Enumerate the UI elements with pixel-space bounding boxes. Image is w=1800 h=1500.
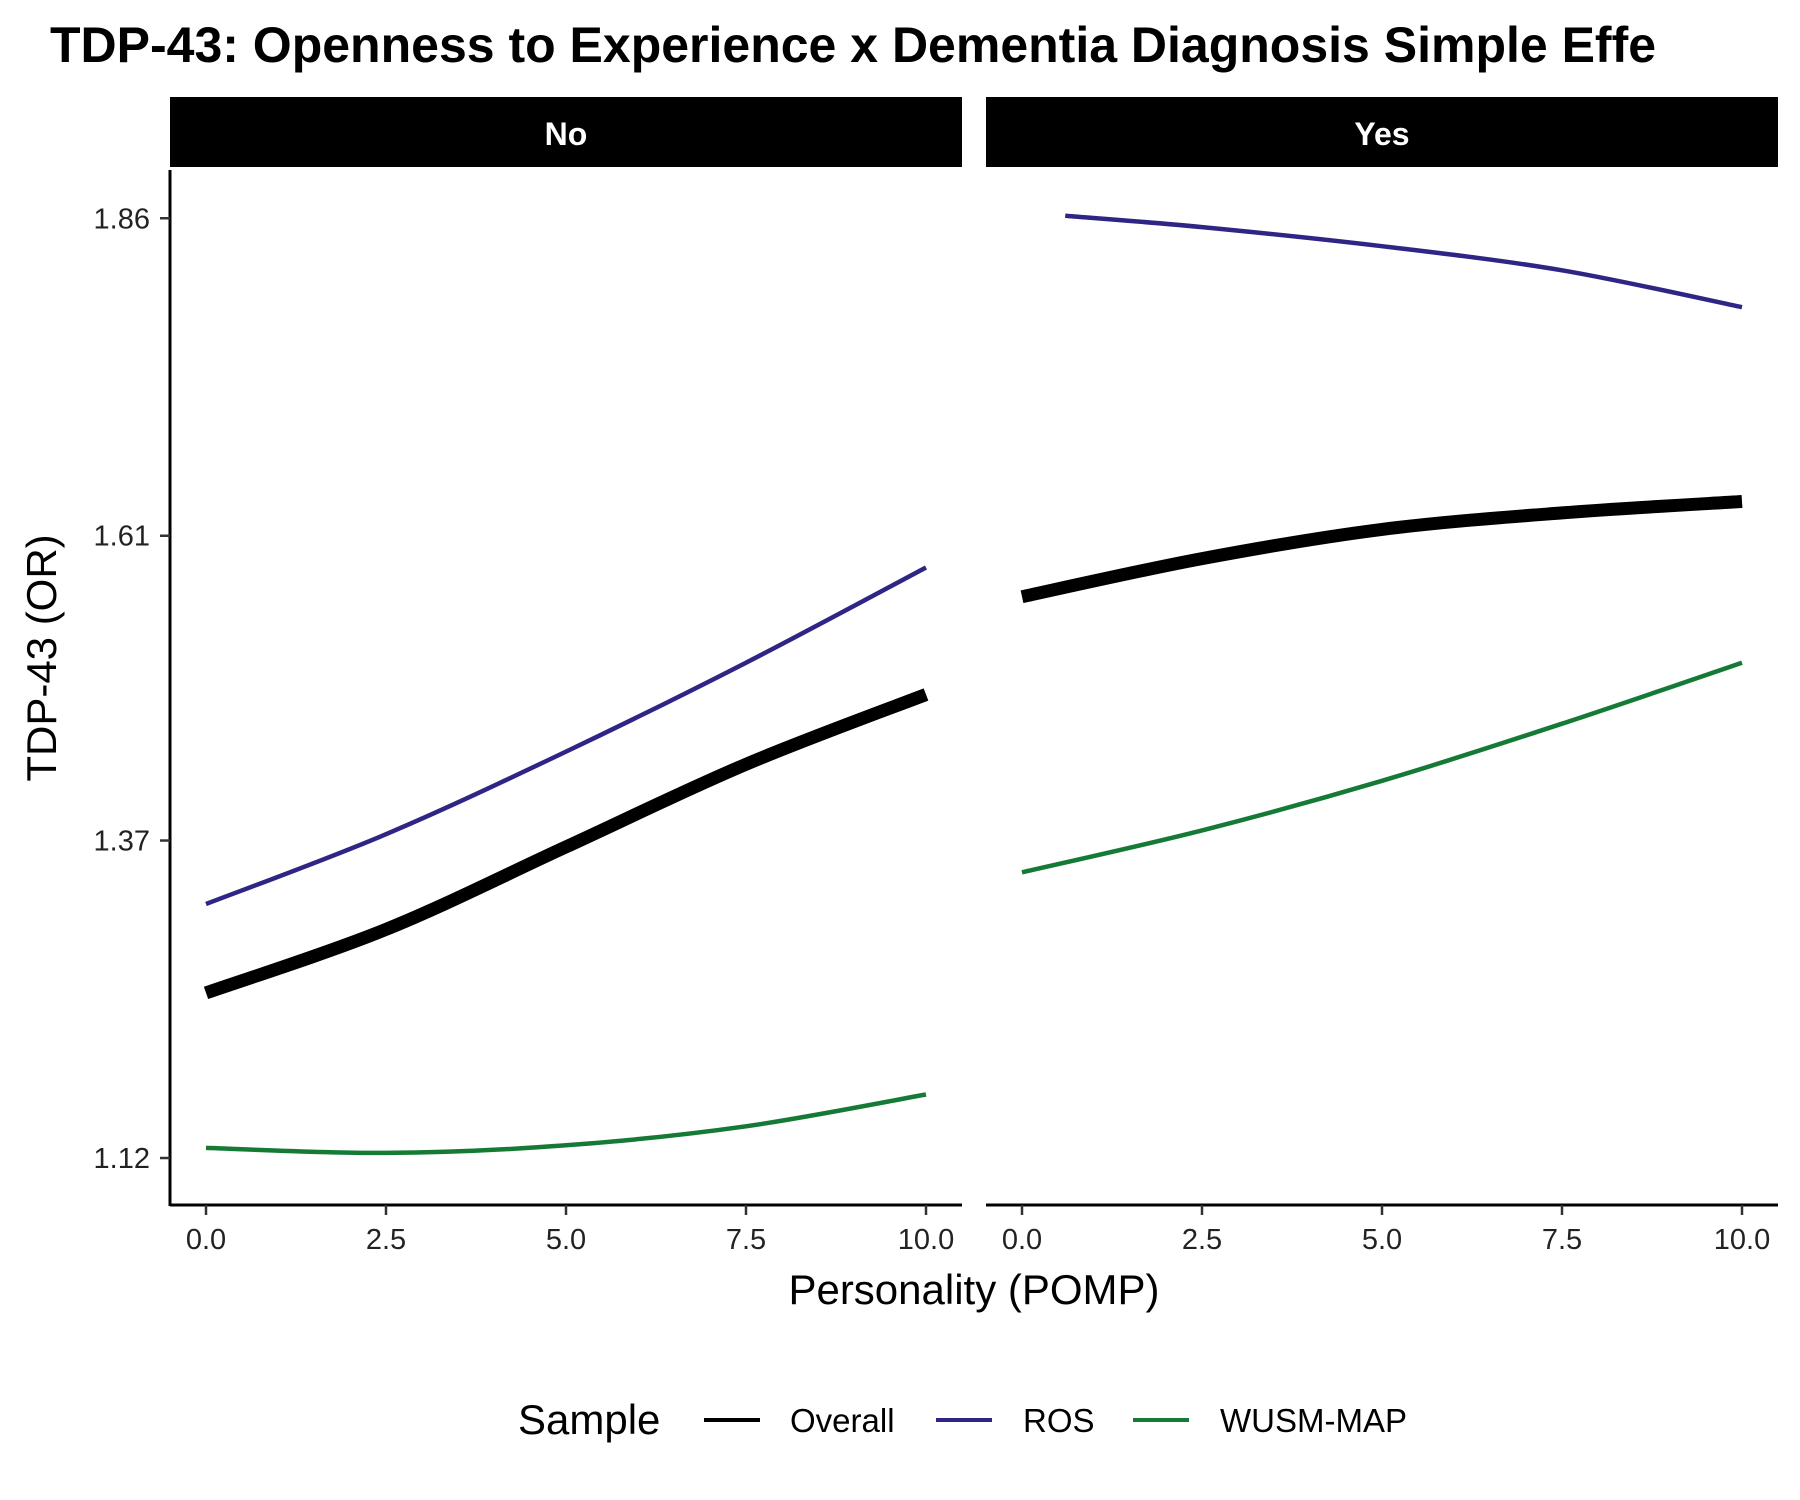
x-tick-label: 10.0 xyxy=(1714,1224,1770,1256)
plot-area-yes xyxy=(1020,213,1743,875)
legend-label-overall: Overall xyxy=(790,1402,895,1439)
y-tick-label: 1.12 xyxy=(94,1143,150,1175)
series-line-overall-yes xyxy=(1020,495,1743,604)
plot-area-no xyxy=(203,565,929,1156)
legend: Sample Overall ROS WUSM-MAP xyxy=(518,1396,1407,1443)
x-tick-label: 0.0 xyxy=(186,1224,226,1256)
legend-label-ros: ROS xyxy=(1023,1402,1095,1439)
y-tick-label: 1.37 xyxy=(94,826,150,858)
legend-title: Sample xyxy=(518,1396,660,1443)
x-tick-label: 7.5 xyxy=(726,1224,766,1256)
panel-strip-yes xyxy=(986,97,1778,167)
panel-label-yes: Yes xyxy=(1354,116,1409,152)
series-line-wusm-map-no xyxy=(205,1092,927,1156)
x-tick-label: 10.0 xyxy=(898,1224,954,1256)
legend-label-wusm-map: WUSM-MAP xyxy=(1220,1402,1407,1439)
chart-title: TDP-43: Openness to Experience x Dementi… xyxy=(50,17,1656,73)
x-tick-label: 2.5 xyxy=(1182,1224,1222,1256)
panel-no: No xyxy=(170,97,962,1156)
panel-label-no: No xyxy=(545,116,588,152)
y-axis-title: TDP-43 (OR) xyxy=(18,534,65,781)
panel-yes: Yes xyxy=(986,97,1778,875)
y-tick-label: 1.61 xyxy=(94,521,150,553)
y-axis: 1.12 1.37 1.61 1.86 xyxy=(94,170,172,1206)
x-tick-label: 5.0 xyxy=(1362,1224,1402,1256)
x-tick-label: 0.0 xyxy=(1002,1224,1042,1256)
y-tick-label: 1.86 xyxy=(94,203,150,235)
x-tick-label: 2.5 xyxy=(366,1224,406,1256)
series-line-wusm-map-yes xyxy=(1021,660,1743,875)
series-line-ros-no xyxy=(205,565,928,907)
x-tick-label: 7.5 xyxy=(1542,1224,1582,1256)
x-tick-label: 5.0 xyxy=(546,1224,586,1256)
panel-strip-no xyxy=(170,97,962,167)
series-line-ros-yes xyxy=(1065,213,1743,310)
series-line-overall-no xyxy=(203,688,929,1000)
x-axis-title: Personality (POMP) xyxy=(788,1266,1159,1313)
x-axes: 0.0 2.5 5.0 7.5 10.0 0.0 2.5 5.0 7.5 10.0 xyxy=(170,1203,1778,1256)
